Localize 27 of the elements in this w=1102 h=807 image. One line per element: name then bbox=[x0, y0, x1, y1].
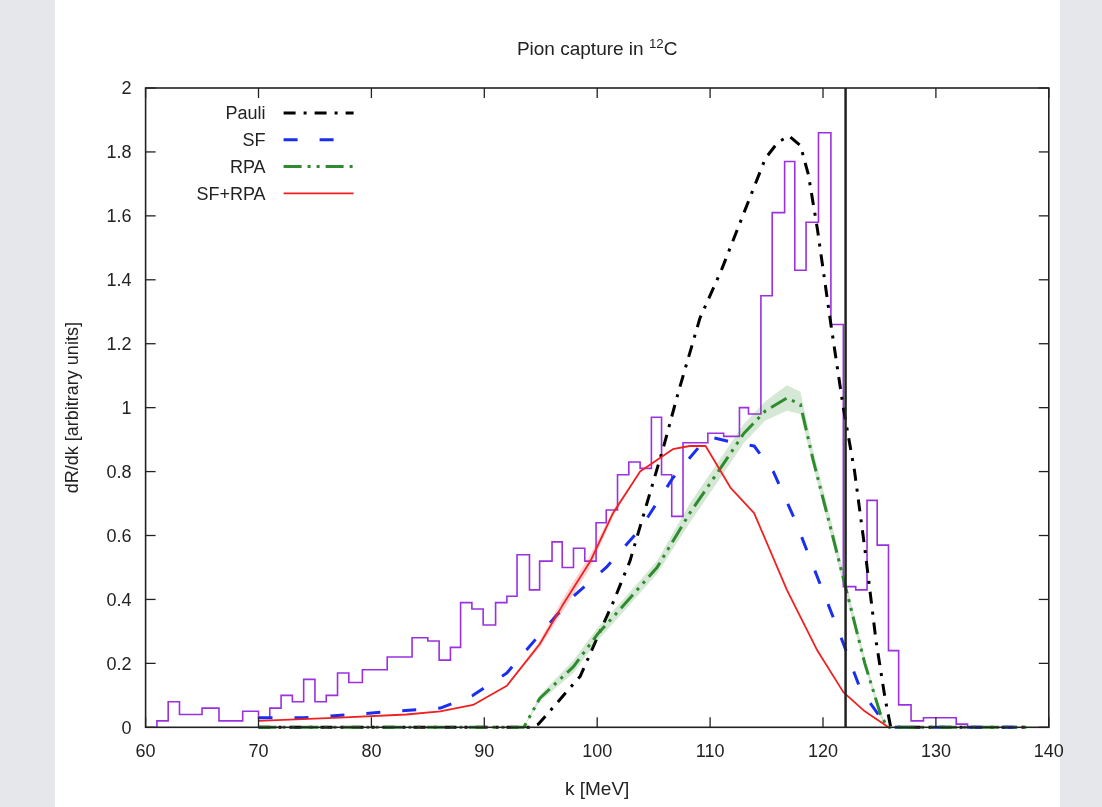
y-tick-label: 2 bbox=[121, 78, 132, 99]
y-tick-label: 1.2 bbox=[106, 334, 132, 355]
y-tick-label: 0.8 bbox=[106, 461, 132, 482]
y-tick-label: 0 bbox=[121, 717, 132, 738]
x-tick-label: 110 bbox=[695, 741, 725, 762]
y-tick-label: 1.8 bbox=[106, 142, 132, 163]
x-tick-label: 70 bbox=[248, 741, 269, 762]
x-tick-label: 90 bbox=[474, 741, 495, 762]
y-tick-label: 0.6 bbox=[106, 525, 132, 546]
legend-label: SF bbox=[242, 130, 266, 151]
y-tick-label: 0.4 bbox=[106, 589, 132, 610]
x-axis-title: k [MeV] bbox=[565, 778, 630, 799]
chart-title: Pion capture in $^{12}$C bbox=[516, 35, 678, 59]
x-tick-label: 80 bbox=[361, 741, 382, 762]
legend-label: SF+RPA bbox=[196, 183, 266, 204]
y-tick-label: 1.4 bbox=[106, 270, 132, 291]
x-tick-label: 130 bbox=[920, 741, 951, 762]
y-tick-label: 0.2 bbox=[106, 653, 132, 674]
y-tick-label: 1.6 bbox=[106, 206, 132, 227]
legend-label: Pauli bbox=[225, 103, 266, 124]
x-tick-label: 60 bbox=[135, 741, 156, 762]
x-tick-label: 100 bbox=[582, 741, 613, 762]
y-tick-label: 1 bbox=[121, 397, 132, 418]
x-tick-label: 120 bbox=[807, 741, 839, 762]
y-axis-title: dR/dk [arbitrary units] bbox=[62, 322, 82, 494]
x-tick-label: 140 bbox=[1033, 741, 1064, 762]
legend-label: RPA bbox=[229, 156, 266, 177]
